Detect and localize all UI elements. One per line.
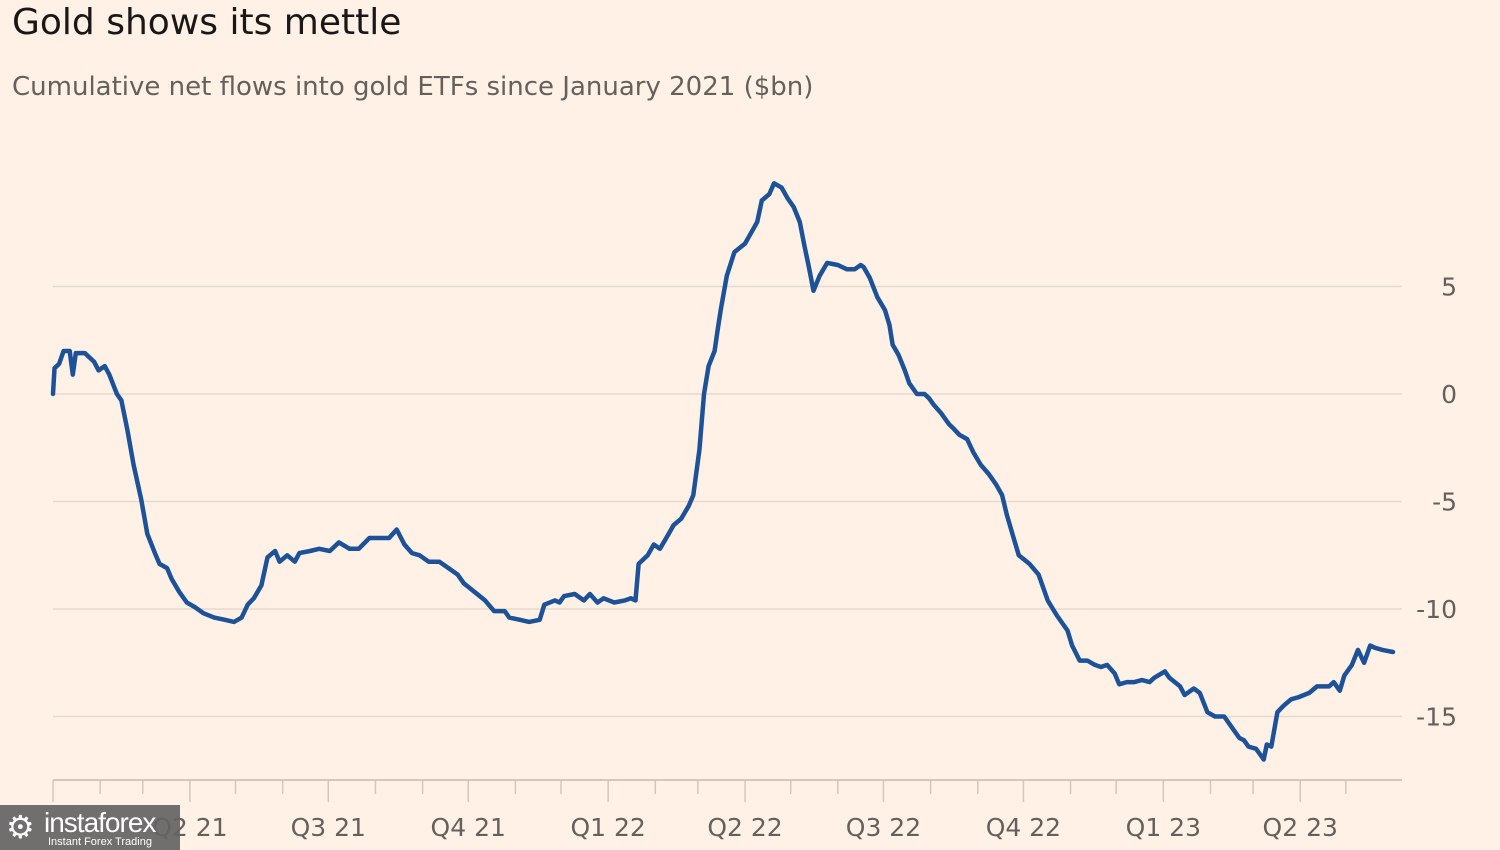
watermark-tagline: Instant Forex Trading xyxy=(48,836,152,848)
etf-flows-line xyxy=(50,181,1396,762)
gear-logo-icon: ⚙ xyxy=(6,808,35,846)
x-tick-label: Q2 23 xyxy=(1263,813,1338,842)
x-tick-label: Q3 21 xyxy=(291,813,366,842)
watermark-name: instaforex xyxy=(44,807,156,838)
x-tick-label: Q2 22 xyxy=(707,813,782,842)
y-tick-label: -15 xyxy=(1416,703,1457,732)
instaforex-watermark: ⚙ instaforex Instant Forex Trading xyxy=(0,805,180,850)
x-tick-label: Q1 22 xyxy=(570,813,645,842)
x-tick-label: Q4 21 xyxy=(431,813,506,842)
y-tick-label: 0 xyxy=(1441,380,1457,409)
chart-title: Gold shows its mettle xyxy=(12,2,402,43)
y-tick-label: -5 xyxy=(1432,488,1457,517)
y-tick-label: 5 xyxy=(1441,273,1457,302)
x-tick-label: Q3 22 xyxy=(846,813,921,842)
y-tick-label: -10 xyxy=(1416,595,1457,624)
x-tick-label: Q4 22 xyxy=(986,813,1061,842)
chart-subtitle: Cumulative net flows into gold ETFs sinc… xyxy=(12,72,814,102)
x-tick-label: Q1 23 xyxy=(1126,813,1201,842)
